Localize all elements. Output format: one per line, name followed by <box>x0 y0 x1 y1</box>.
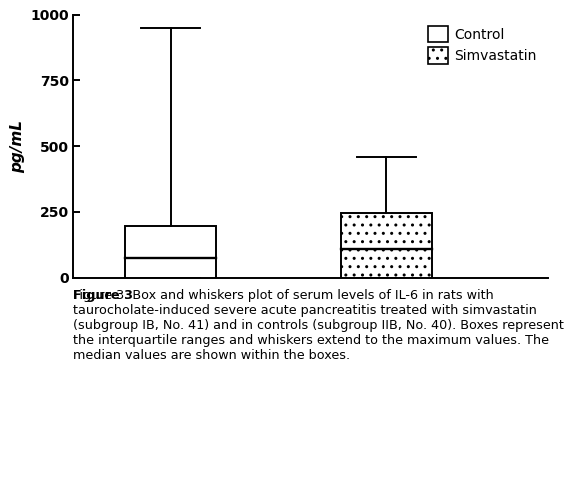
Y-axis label: pg/mL: pg/mL <box>10 120 25 173</box>
Legend: Control, Simvastatin: Control, Simvastatin <box>424 22 541 68</box>
Text: Figure 3. Box and whiskers plot of serum levels of IL-6 in rats with taurocholat: Figure 3. Box and whiskers plot of serum… <box>73 289 564 362</box>
Text: Figure 3: Figure 3 <box>73 289 133 302</box>
Bar <box>341 213 432 278</box>
Bar <box>125 226 216 278</box>
